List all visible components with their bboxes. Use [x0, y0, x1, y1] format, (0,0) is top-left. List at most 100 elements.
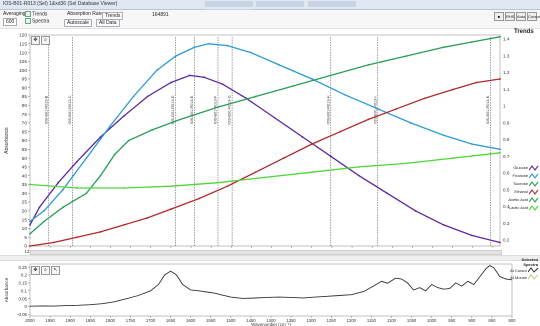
trends-chart[interactable]: 0510152025303540455055606570758085909510… [0, 28, 540, 256]
series-point [174, 55, 177, 57]
y2-tick-label: 1.4 [503, 37, 510, 42]
series-point [470, 41, 473, 43]
camera-icon[interactable]: ■ [494, 12, 504, 21]
y-tick-label: 60 [22, 138, 28, 144]
time-scrollbar[interactable] [30, 250, 502, 255]
trends-checkbox-label: Trends [32, 11, 48, 18]
y2-tick-label: 1.1 [503, 87, 510, 92]
cursor-button[interactable]: Cursor [527, 12, 540, 21]
series-point [499, 148, 501, 151]
legend-label: Fructose [512, 173, 528, 178]
y2-tick-label: 0.9 [503, 120, 510, 125]
checkbox-icon[interactable] [25, 11, 31, 17]
selected-spectrum-entry[interactable]: At Cursor [506, 267, 540, 274]
series-point [76, 187, 78, 189]
series-point [470, 143, 473, 145]
y-tick-label: 90 [22, 85, 28, 91]
sample-marker-label: IOS-B01-R013-C [68, 95, 72, 124]
checkbox-icon[interactable] [25, 18, 31, 24]
series-point [282, 157, 285, 159]
y-tick-label: 115 [19, 41, 27, 47]
series-point [367, 63, 370, 66]
y-tick-label: 85 [22, 94, 28, 100]
legend-swatch [529, 189, 539, 195]
browser-tab[interactable] [205, 1, 253, 7]
pointer-icon[interactable]: ↖ [51, 266, 60, 275]
series-point [499, 241, 501, 244]
zoom-icon[interactable]: ⌕ [41, 266, 50, 275]
series-point [278, 63, 280, 66]
zoom-icon[interactable]: ⌕ [41, 36, 50, 45]
series-point [29, 183, 31, 186]
legend-swatch-line [529, 189, 539, 195]
selected-spectrum-entry[interactable]: At Mouse [506, 274, 540, 281]
series-line-sucrose [29, 36, 501, 235]
y-tick-label: 0 [24, 244, 27, 250]
series-point [193, 46, 196, 49]
x-tick-label: 1850 [86, 318, 96, 323]
legend-label: Ethanol [514, 189, 528, 194]
series-point [85, 192, 88, 195]
sample-marker-label: IOS-B01-R013-D [171, 95, 175, 124]
legend-label: Acetic Acid [508, 197, 528, 202]
x-tick-label: 1100 [387, 318, 397, 323]
splitter[interactable] [0, 255, 540, 261]
series-point [123, 224, 125, 226]
pan-icon[interactable]: ✥ [31, 266, 40, 275]
rhs-button[interactable]: RHS [505, 12, 515, 21]
series-point [99, 231, 102, 233]
spectra-checkbox[interactable]: Spectra [25, 18, 49, 24]
y-tick-label: 70 [22, 121, 28, 127]
y-tick-label: 20 [22, 209, 28, 215]
legend-entry[interactable]: Ethanol [514, 188, 540, 196]
legend-entry[interactable]: Glucose [513, 164, 540, 172]
spectrum-chart[interactable]: -0.05 0 0.05 0.1 0.15 0.2 0.25 Absorbance 2000 19… [0, 260, 540, 326]
series-point [76, 236, 78, 239]
x-axis-label: Wavenumber (cm⁻¹) [251, 322, 291, 326]
series-point [85, 157, 88, 159]
selected-spectrum-swatch [528, 267, 539, 273]
sample-marker-label: IOS-B01-R013-B [44, 95, 48, 124]
y2-tick-label: 1.2 [503, 70, 510, 75]
sample-marker-label: IOS-B01-R013-K [486, 95, 490, 124]
series-point [395, 107, 398, 110]
y-tick-label: 10 [22, 226, 28, 232]
spectra-checkbox-label: Spectra [32, 18, 50, 25]
legend-entry[interactable]: Acetic Acid [508, 196, 540, 204]
browser-tab[interactable] [256, 1, 305, 7]
series-point [29, 232, 31, 235]
legend-label: Lactic Acid [508, 205, 528, 210]
all-data-button[interactable]: All Data [96, 19, 120, 27]
legend-entry[interactable]: Fructose [512, 172, 540, 180]
series-point [217, 181, 219, 184]
series-point [414, 209, 417, 212]
series-point [170, 81, 172, 84]
trends-checkbox[interactable]: Trends [25, 11, 47, 17]
selected-spectrum-swatch [528, 274, 539, 280]
sample-marker-label: IOS-B01-R013-G [228, 95, 232, 124]
series-point [250, 51, 252, 54]
series-point [367, 118, 370, 121]
x-tick-label: 1150 [367, 318, 377, 323]
y-tick-label: 120 [19, 33, 27, 39]
series-point [146, 95, 149, 98]
browser-tab[interactable] [307, 1, 356, 7]
y2-tick-label: 0.8 [503, 137, 510, 142]
autoscale-button[interactable]: Autoscale [64, 19, 92, 27]
series-point [29, 245, 31, 247]
pan-icon[interactable]: ✥ [31, 36, 40, 45]
x-tick-label: 1200 [347, 318, 357, 323]
legend-swatch-line [529, 197, 539, 203]
selected-spectrum-swatch-line [528, 267, 539, 273]
series-point [151, 129, 154, 131]
y2-tick-label: 0.4 [503, 204, 510, 209]
y-tick-label: 80 [22, 103, 28, 109]
auto-button[interactable]: Auto [516, 12, 526, 21]
series-point [132, 95, 135, 98]
y-tick-label: 55 [22, 147, 28, 153]
sample-marker-label: IOS-B01-R013-H [326, 95, 330, 124]
legend-entry[interactable]: Lactic Acid [509, 204, 540, 212]
averaging-input[interactable]: 600 [3, 18, 18, 26]
series-point [344, 93, 346, 96]
legend-entry[interactable]: Sucrose [513, 180, 540, 188]
